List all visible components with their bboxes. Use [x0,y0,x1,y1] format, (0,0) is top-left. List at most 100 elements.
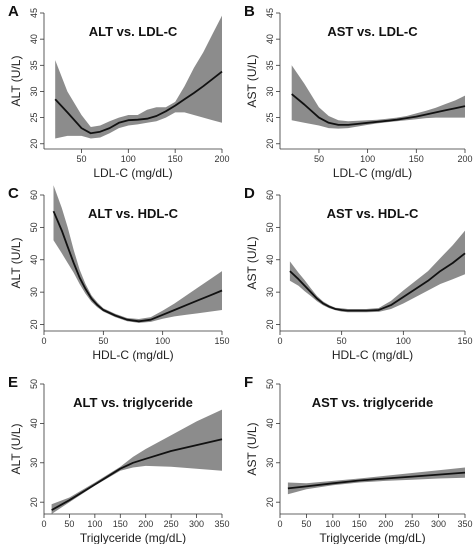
x-tick-label: 100 [396,336,411,346]
y-tick-label: 25 [29,113,39,123]
x-tick-label: 150 [113,519,128,529]
y-tick-label: 30 [265,86,275,96]
panel-title: AST vs. LDL-C [327,24,418,39]
fit-line [287,471,466,490]
x-tick-label: 200 [138,519,153,529]
panel-letter: E [8,374,18,391]
y-tick-label: 60 [265,190,275,200]
y-axis-title: ALT (U/L) [9,424,23,475]
x-axis-title: LDL-C (mg/dL) [333,166,412,180]
x-tick-label: 50 [337,336,347,346]
x-tick-label: 300 [189,519,204,529]
chart-panel-e: 0 50 100 150 200 250 300 350 20 30 40 50 Triglycerid… [8,374,230,544]
panel-title: AST vs. triglyceride [312,395,433,410]
x-tick-label: 50 [314,154,324,164]
x-tick-label: 200 [214,154,229,164]
y-axis-title: AST (U/L) [245,236,259,289]
confidence-band [289,230,465,313]
y-tick-label: 20 [29,139,39,149]
y-tick-label: 45 [265,8,275,18]
confidence-band [287,467,465,495]
y-tick-label: 35 [29,60,39,70]
y-axis-title: ALT (U/L) [9,56,23,107]
x-axis-title: HDL-C (mg/dL) [92,348,173,362]
y-tick-label: 40 [29,34,39,44]
x-axis-title: LDL-C (mg/dL) [93,166,172,180]
y-tick-label: 20 [265,497,275,507]
panel-title: ALT vs. HDL-C [88,206,179,221]
y-tick-label: 30 [265,287,275,297]
x-tick-label: 100 [325,519,340,529]
y-tick-label: 50 [29,222,39,232]
x-axis-title: HDL-C (mg/dL) [332,348,413,362]
y-tick-label: 20 [265,320,275,330]
x-tick-label: 0 [277,519,282,529]
x-tick-label: 300 [431,519,446,529]
panel-title: ALT vs. LDL-C [89,24,178,39]
y-axis-title: AST (U/L) [245,422,259,475]
x-tick-label: 0 [277,336,282,346]
panel-letter: B [244,3,255,20]
y-tick-label: 45 [29,8,39,18]
fit-line [54,70,223,135]
x-tick-label: 150 [214,336,229,346]
y-tick-label: 35 [265,60,275,70]
fit-line [52,210,223,323]
x-tick-label: 350 [457,519,472,529]
confidence-band [291,65,465,129]
fit-line [51,438,223,511]
x-tick-label: 150 [168,154,183,164]
y-axis-title: ALT (U/L) [9,238,23,289]
y-tick-label: 40 [265,34,275,44]
x-tick-label: 350 [214,519,229,529]
x-tick-label: 50 [301,519,311,529]
x-tick-label: 50 [76,154,86,164]
x-tick-label: 100 [360,154,375,164]
chart-panel-a: 50 100 150 200 20 25 30 35 40 45 LDL-C (mg/dL) ALT … [8,3,230,180]
x-tick-label: 50 [64,519,74,529]
y-tick-label: 40 [265,255,275,265]
y-tick-label: 20 [29,320,39,330]
x-tick-label: 100 [87,519,102,529]
y-tick-label: 50 [265,379,275,389]
x-axis-title: Triglyceride (mg/dL) [80,531,186,544]
x-tick-label: 250 [405,519,420,529]
x-tick-label: 150 [352,519,367,529]
chart-panel-d: 0 50 100 150 20 30 40 50 60 HDL-C (mg/dL) AST (U/L… [244,185,473,362]
x-tick-label: 200 [378,519,393,529]
chart-panel-b: 50 100 150 200 20 25 30 35 40 45 LDL-C (mg/dL) AST … [244,3,473,180]
x-tick-label: 150 [409,154,424,164]
panel-title: AST vs. HDL-C [327,206,419,221]
y-tick-label: 50 [265,222,275,232]
x-tick-label: 100 [155,336,170,346]
y-tick-label: 25 [265,113,275,123]
y-tick-label: 30 [29,458,39,468]
y-tick-label: 40 [265,418,275,428]
y-tick-label: 20 [265,139,275,149]
y-tick-label: 30 [265,458,275,468]
y-tick-label: 30 [29,287,39,297]
y-tick-label: 40 [29,255,39,265]
x-tick-label: 0 [41,519,46,529]
panel-title: ALT vs. triglyceride [73,395,193,410]
x-tick-label: 150 [457,336,472,346]
x-tick-label: 100 [121,154,136,164]
chart-panel-f: 0 50 100 150 200 250 300 350 20 30 40 50 Triglycerid… [244,374,473,544]
confidence-band [53,185,222,323]
panel-letter: C [8,185,19,202]
panel-letter: A [8,3,19,20]
x-tick-label: 250 [164,519,179,529]
fit-line [291,93,466,126]
x-tick-label: 200 [457,154,472,164]
confidence-band [55,15,223,139]
x-tick-label: 0 [41,336,46,346]
chart-panel-c: 0 50 100 150 20 30 40 50 60 HDL-C (mg/dL) ALT (U/L… [8,185,230,362]
y-tick-label: 30 [29,86,39,96]
fit-line [289,252,466,312]
panel-letter: D [244,185,255,202]
x-tick-label: 50 [98,336,108,346]
y-axis-title: AST (U/L) [245,54,259,107]
x-axis-title: Triglyceride (mg/dL) [319,531,425,544]
panel-letter: F [244,374,253,391]
